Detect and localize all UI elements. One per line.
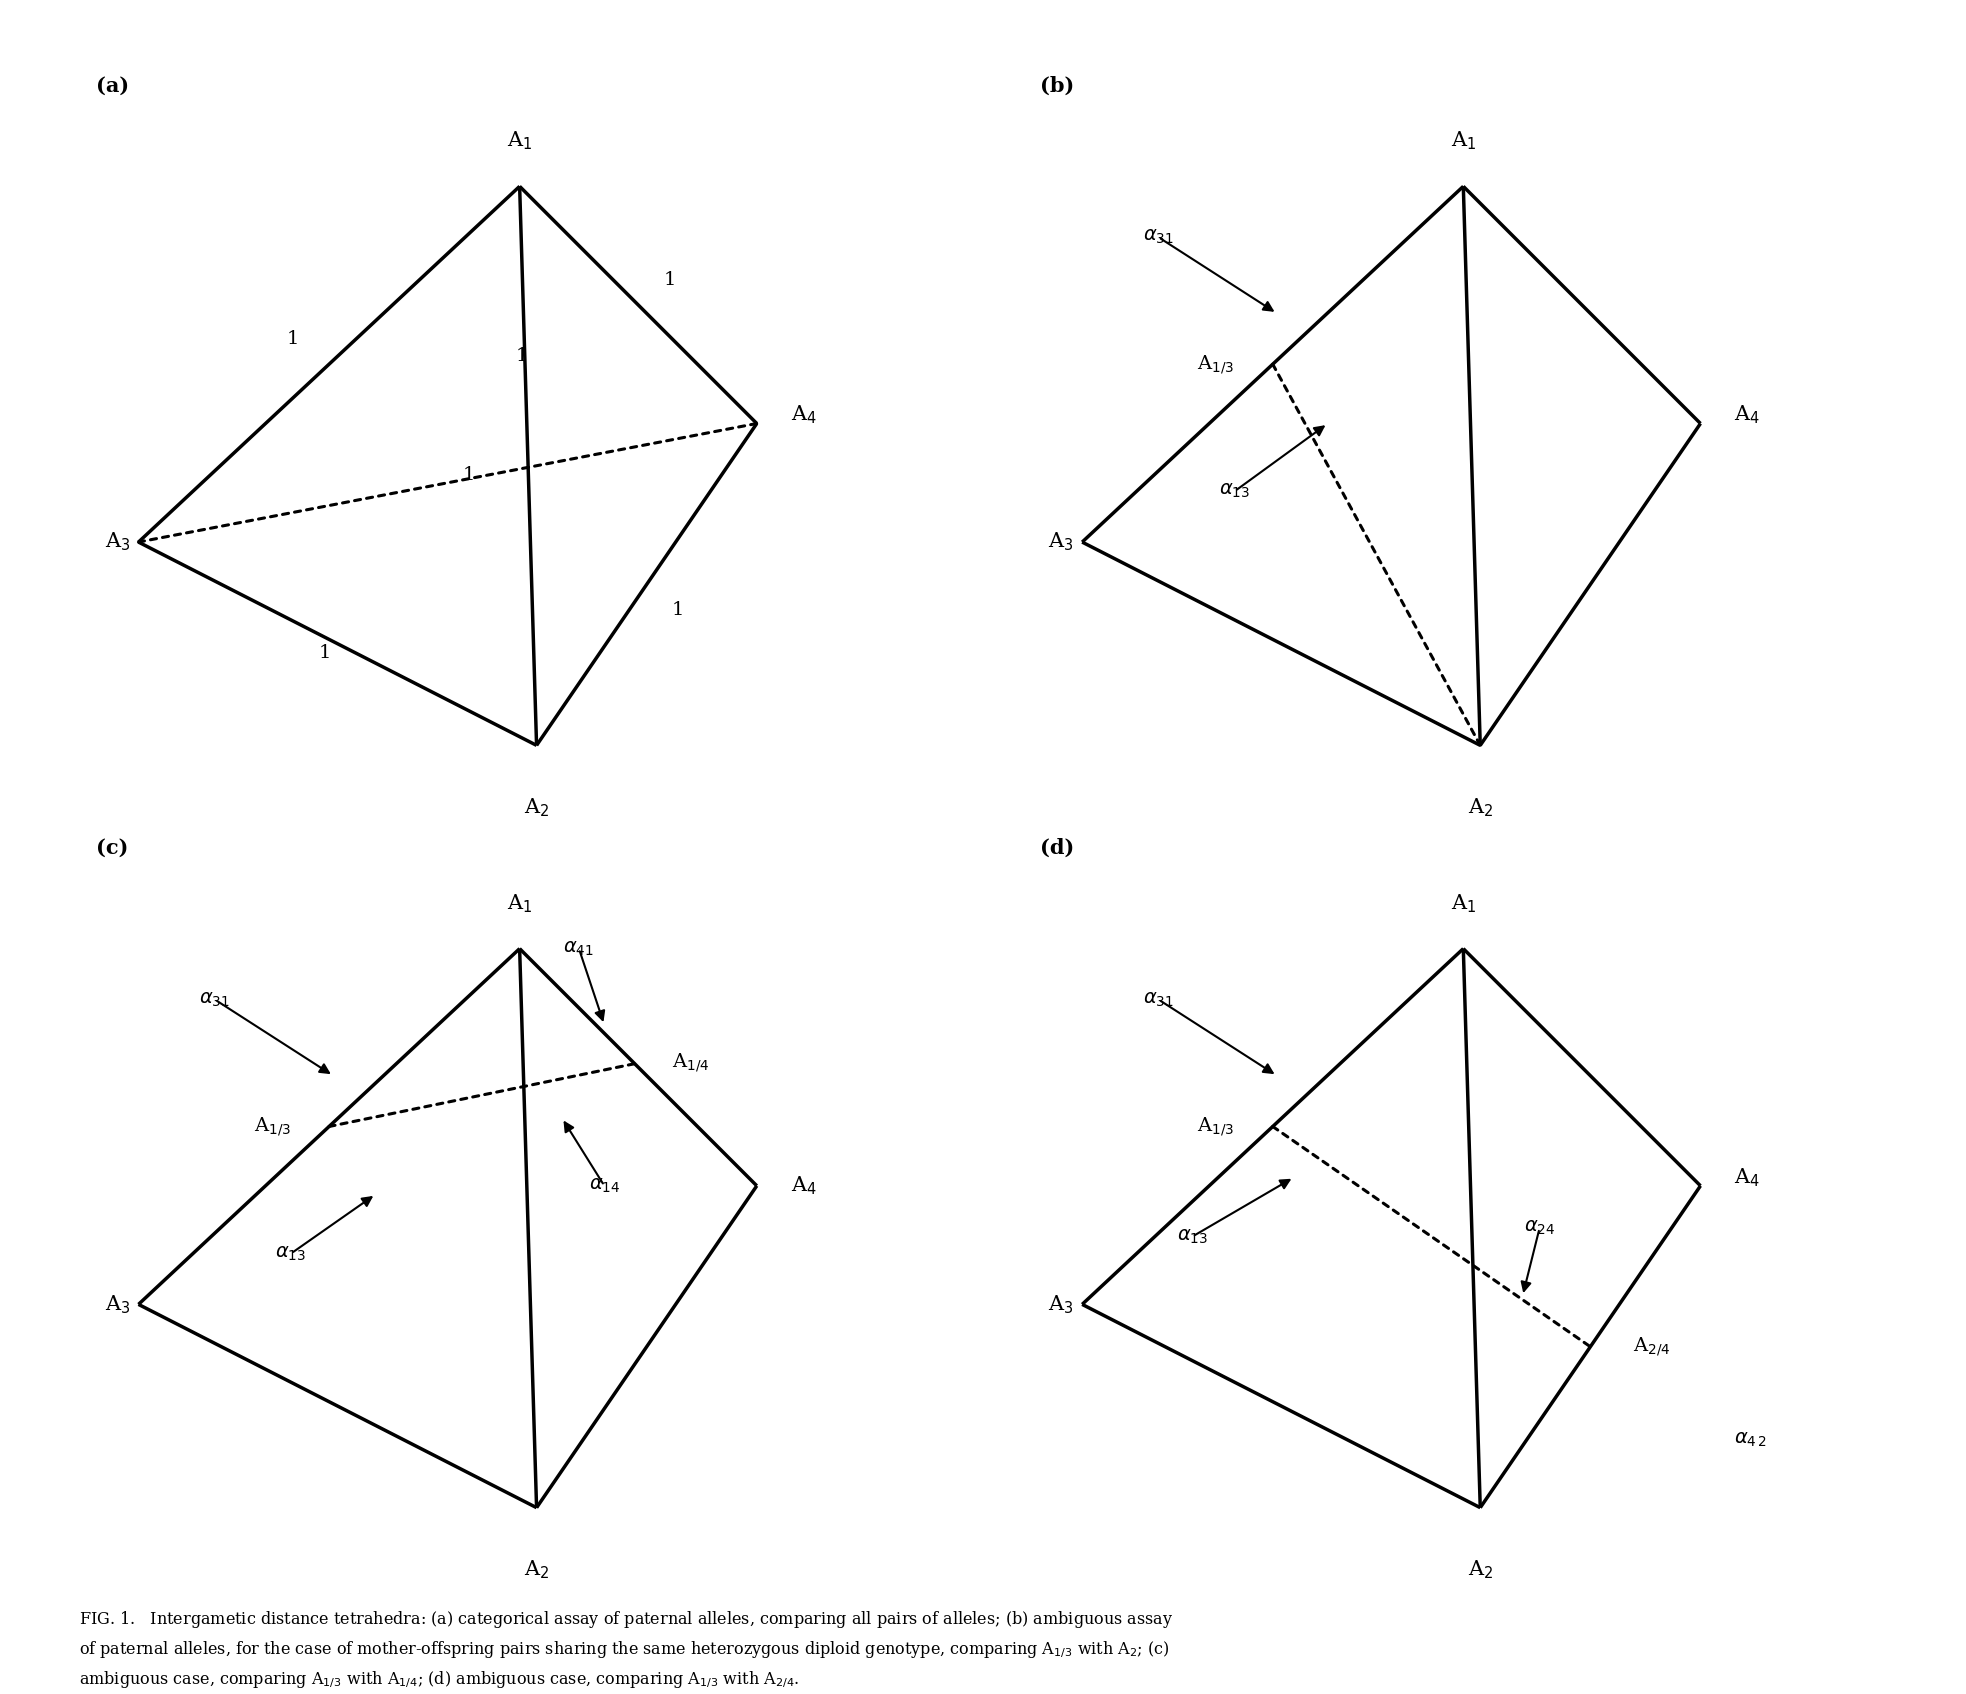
Text: A$_2$: A$_2$ xyxy=(1467,1558,1492,1581)
Text: A$_1$: A$_1$ xyxy=(1451,130,1476,152)
Text: A$_3$: A$_3$ xyxy=(1048,530,1073,554)
Text: $\alpha_{14}$: $\alpha_{14}$ xyxy=(588,1177,619,1194)
Text: A$_4$: A$_4$ xyxy=(790,1174,816,1198)
Text: A$_{2/4}$: A$_{2/4}$ xyxy=(1632,1335,1671,1359)
Text: 1: 1 xyxy=(665,271,676,288)
Text: A$_4$: A$_4$ xyxy=(1734,403,1760,427)
Text: 1: 1 xyxy=(462,466,476,484)
Text: 1: 1 xyxy=(287,330,299,347)
Text: $\alpha_{4\,2}$: $\alpha_{4\,2}$ xyxy=(1734,1431,1767,1448)
Text: A$_3$: A$_3$ xyxy=(104,530,130,554)
Text: 1: 1 xyxy=(318,644,330,662)
Text: A$_4$: A$_4$ xyxy=(790,403,816,427)
Text: 1: 1 xyxy=(672,601,684,618)
Text: $\alpha_{31}$: $\alpha_{31}$ xyxy=(1142,229,1174,246)
Text: A$_1$: A$_1$ xyxy=(1451,893,1476,915)
Text: A$_{1/4}$: A$_{1/4}$ xyxy=(672,1052,710,1074)
Text: $\alpha_{41}$: $\alpha_{41}$ xyxy=(564,940,594,957)
Text: A$_2$: A$_2$ xyxy=(523,1558,549,1581)
Text: A$_{1/3}$: A$_{1/3}$ xyxy=(254,1115,291,1138)
Text: (a): (a) xyxy=(96,76,130,95)
Text: F$\mathregular{IG}$. 1.   Intergametic distance tetrahedra: (a) categorical assa: F$\mathregular{IG}$. 1. Intergametic dis… xyxy=(79,1609,1174,1691)
Text: A$_2$: A$_2$ xyxy=(1467,796,1492,818)
Text: A$_3$: A$_3$ xyxy=(104,1293,130,1316)
Text: A$_1$: A$_1$ xyxy=(507,130,533,152)
Text: $\alpha_{24}$: $\alpha_{24}$ xyxy=(1524,1220,1555,1237)
Text: $\alpha_{31}$: $\alpha_{31}$ xyxy=(1142,991,1174,1008)
Text: A$_3$: A$_3$ xyxy=(1048,1293,1073,1316)
Text: A$_1$: A$_1$ xyxy=(507,893,533,915)
Text: (b): (b) xyxy=(1040,76,1073,95)
Text: A$_2$: A$_2$ xyxy=(523,796,549,818)
Text: $\alpha_{13}$: $\alpha_{13}$ xyxy=(1219,483,1250,500)
Text: $\alpha_{13}$: $\alpha_{13}$ xyxy=(1178,1228,1207,1245)
Text: A$_4$: A$_4$ xyxy=(1734,1165,1760,1189)
Text: A$_{1/3}$: A$_{1/3}$ xyxy=(1197,352,1235,376)
Text: A$_{1/3}$: A$_{1/3}$ xyxy=(1197,1115,1235,1138)
Text: (d): (d) xyxy=(1040,839,1073,857)
Text: (c): (c) xyxy=(96,839,130,857)
Text: $\alpha_{13}$: $\alpha_{13}$ xyxy=(275,1245,307,1262)
Text: 1: 1 xyxy=(515,347,529,364)
Text: $\alpha_{31}$: $\alpha_{31}$ xyxy=(199,991,230,1008)
